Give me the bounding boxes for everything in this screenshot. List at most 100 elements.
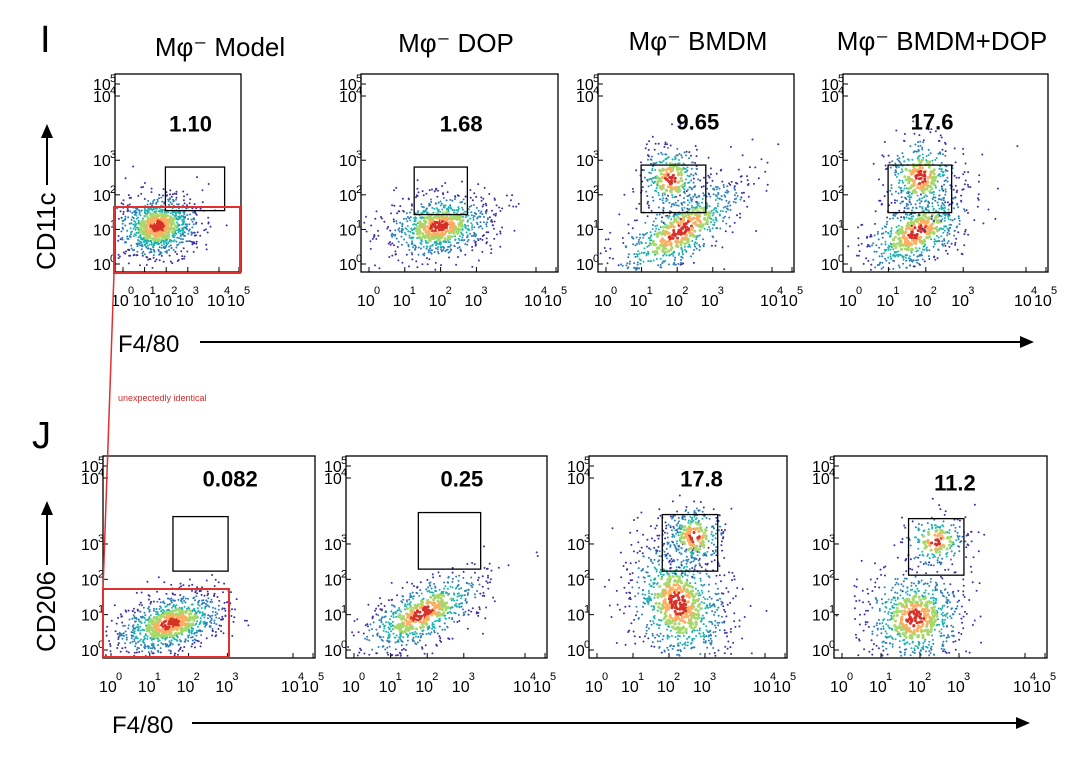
event-point — [489, 244, 492, 247]
event-point — [156, 632, 160, 636]
event-point — [741, 154, 744, 157]
event-point — [652, 220, 655, 223]
event-point — [176, 639, 179, 642]
event-point — [900, 200, 903, 203]
event-point — [477, 226, 480, 229]
event-point — [458, 246, 461, 248]
event-point — [401, 261, 404, 264]
event-point — [664, 193, 666, 196]
event-point — [976, 205, 979, 208]
event-point — [902, 155, 905, 158]
event-point — [444, 204, 447, 207]
event-point — [109, 645, 112, 647]
event-point — [191, 643, 194, 646]
event-point — [122, 624, 125, 627]
event-point — [356, 618, 359, 621]
event-point — [395, 186, 398, 189]
event-point — [458, 620, 461, 622]
event-point — [220, 624, 223, 627]
x-tick-label: 10 — [951, 293, 969, 310]
event-point — [953, 207, 955, 210]
event-point — [944, 190, 947, 193]
event-point — [640, 251, 643, 254]
event-point — [425, 241, 428, 244]
event-point — [934, 196, 937, 199]
event-point — [174, 231, 177, 234]
event-point — [445, 210, 449, 214]
event-point — [956, 203, 959, 206]
x-tick-label: 10 — [133, 293, 151, 310]
event-point — [681, 203, 684, 206]
event-point — [431, 249, 433, 252]
event-point — [471, 249, 474, 252]
event-point — [706, 228, 709, 231]
event-point — [491, 209, 493, 212]
event-point — [160, 227, 163, 231]
event-point — [753, 182, 755, 185]
event-point — [143, 647, 146, 650]
event-point — [437, 242, 440, 245]
event-point — [201, 201, 204, 204]
event-point — [131, 640, 134, 643]
event-point — [125, 633, 128, 636]
x-tick-exponent: 0 — [856, 285, 862, 297]
event-point — [397, 259, 400, 262]
event-point — [936, 257, 939, 260]
event-point — [895, 176, 898, 178]
event-point — [950, 223, 952, 226]
event-point — [179, 238, 182, 240]
event-point — [660, 176, 664, 180]
event-point — [124, 177, 127, 180]
event-point — [149, 625, 152, 629]
event-point — [688, 234, 692, 238]
event-point — [449, 204, 452, 207]
event-point — [211, 614, 214, 617]
event-point — [701, 198, 704, 200]
event-point — [179, 648, 181, 651]
event-point — [944, 244, 947, 247]
event-point — [176, 236, 179, 239]
event-point — [908, 264, 911, 267]
event-point — [411, 229, 414, 232]
event-point — [764, 170, 767, 173]
event-point — [874, 210, 877, 213]
x-tick-exponent: 0 — [116, 671, 122, 683]
event-point — [876, 232, 879, 235]
event-point — [938, 194, 941, 197]
event-point — [193, 641, 196, 644]
event-point — [921, 180, 925, 184]
event-point — [708, 205, 711, 208]
event-point — [454, 235, 457, 238]
event-point — [479, 225, 482, 228]
event-point — [712, 187, 715, 190]
event-point — [116, 633, 119, 635]
event-point — [733, 221, 736, 224]
event-point — [143, 198, 146, 200]
event-point — [938, 240, 941, 243]
event-point — [931, 197, 934, 200]
event-point — [178, 241, 181, 244]
event-point — [901, 170, 904, 173]
event-point — [954, 243, 957, 246]
event-point — [929, 152, 932, 155]
event-point — [131, 216, 134, 219]
event-point — [127, 194, 130, 197]
event-point — [464, 210, 466, 213]
event-point — [174, 631, 178, 635]
event-point — [685, 154, 688, 157]
event-point — [881, 255, 884, 258]
event-point — [899, 171, 902, 174]
event-point — [635, 169, 638, 172]
event-point — [420, 243, 423, 245]
event-point — [689, 218, 693, 222]
event-point — [426, 245, 429, 248]
event-point — [674, 240, 678, 243]
event-point — [650, 234, 653, 237]
event-point — [893, 199, 896, 202]
event-point — [455, 209, 458, 212]
y-tick-exponent: 5 — [356, 73, 362, 85]
event-point — [403, 217, 405, 220]
event-point — [648, 171, 651, 174]
event-point — [755, 230, 758, 232]
